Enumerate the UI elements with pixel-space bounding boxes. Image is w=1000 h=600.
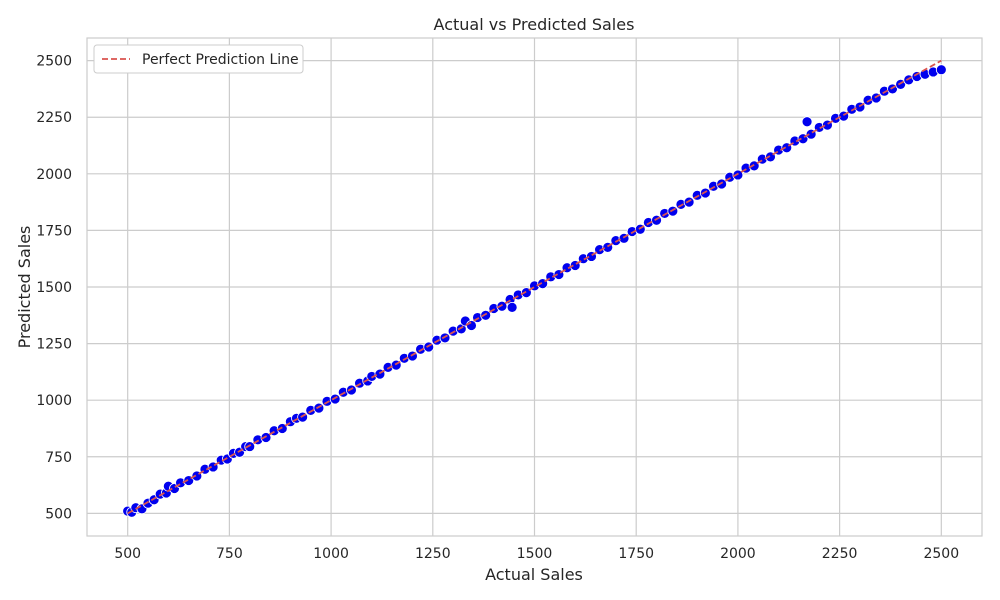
legend: Perfect Prediction Line — [93, 44, 304, 74]
y-tick-label: 2000 — [36, 167, 72, 183]
legend-box — [93, 44, 304, 74]
x-tick-label: 750 — [216, 546, 243, 562]
data-point — [732, 169, 744, 181]
y-tick-label: 2500 — [36, 54, 72, 70]
x-tick-label: 1750 — [618, 546, 654, 562]
y-tick-label: 1250 — [36, 337, 72, 353]
data-point — [480, 309, 492, 321]
data-point — [346, 384, 357, 396]
data-point — [260, 432, 272, 443]
data-point — [748, 160, 760, 172]
data-point — [297, 411, 309, 423]
x-tick-label: 2500 — [923, 546, 959, 562]
y-tick-label: 1750 — [36, 223, 72, 239]
y-tick-label: 2250 — [36, 110, 72, 126]
data-point — [801, 116, 813, 128]
x-axis-title: Actual Sales — [485, 565, 583, 584]
x-tick-label: 500 — [114, 546, 141, 562]
y-axis-title: Predicted Sales — [15, 226, 34, 349]
data-point — [276, 423, 288, 434]
data-point — [683, 196, 695, 208]
y-tick-label: 1500 — [36, 280, 72, 296]
tick-labels-layer: 500 750 1000 1250 1500 1750 2000 2250 2500 500 750… — [36, 54, 959, 562]
data-point — [716, 178, 728, 190]
perfect-prediction-line — [127, 59, 942, 515]
data-point — [407, 350, 418, 362]
y-tick-label: 1000 — [36, 393, 72, 409]
y-tick-label: 500 — [45, 506, 72, 522]
x-tick-label: 1500 — [517, 546, 553, 562]
data-point — [651, 214, 662, 226]
y-tick-label: 750 — [45, 450, 72, 466]
data-point — [244, 441, 256, 452]
data-point — [423, 341, 435, 353]
x-tick-label: 1000 — [313, 546, 349, 562]
x-tick-label: 2000 — [720, 546, 756, 562]
x-tick-label: 1250 — [415, 546, 451, 562]
data-point — [935, 64, 947, 76]
x-tick-label: 2250 — [822, 546, 858, 562]
data-point — [313, 402, 325, 414]
data-point — [699, 187, 711, 199]
data-point — [667, 205, 679, 217]
data-point — [329, 393, 341, 405]
legend-entry-perfect-prediction-line: Perfect Prediction Line — [142, 52, 299, 68]
data-point — [439, 332, 451, 344]
data-point — [506, 301, 518, 313]
reference-line-layer — [127, 59, 942, 515]
chart-title: Actual vs Predicted Sales — [434, 15, 635, 34]
plot-frame — [86, 37, 983, 537]
